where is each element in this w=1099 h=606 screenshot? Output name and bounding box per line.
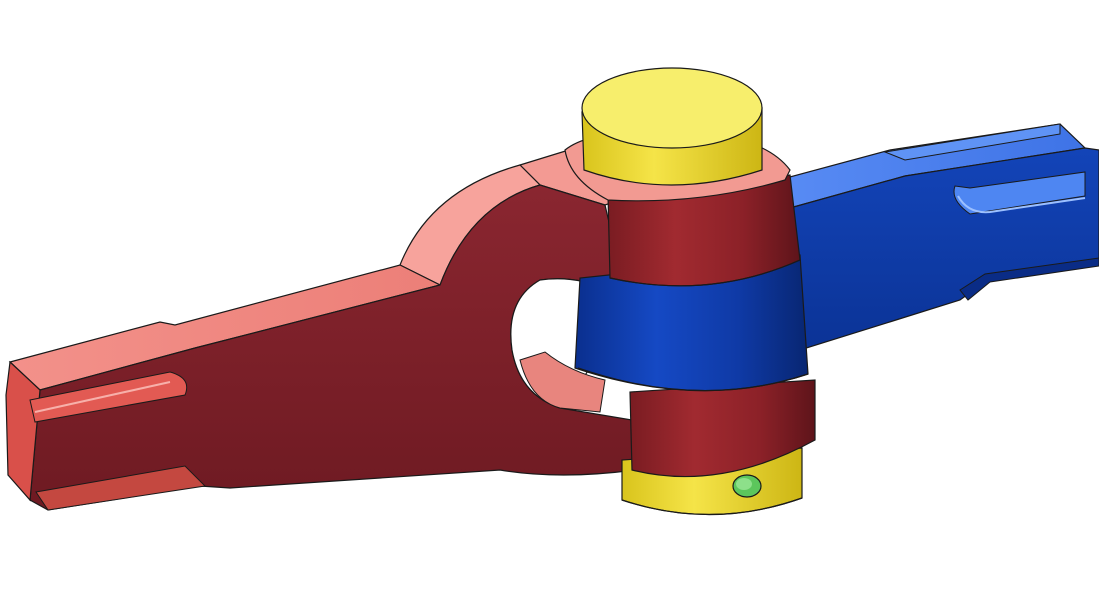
pin-assembly	[564, 67, 816, 516]
fork-part	[5, 139, 651, 511]
eye-rod-upper-step	[883, 123, 1061, 161]
pin-head-top	[581, 67, 763, 149]
taper-pin	[732, 474, 762, 498]
eye-part	[758, 123, 1099, 351]
fork-rod-bottom-step	[35, 465, 207, 511]
fork-rod-end-face	[5, 360, 41, 502]
fork-rod-keyway	[29, 371, 188, 423]
fork-slot-inner-face	[519, 351, 606, 413]
fork-keyway-highlight	[34, 381, 171, 413]
band-line-upper	[609, 259, 801, 287]
eye-rod-keyway	[953, 171, 1086, 215]
eye-rod-lower-step	[959, 257, 1099, 301]
band-line-lower	[577, 367, 809, 392]
knuckle-pin	[581, 67, 763, 186]
eye-keyway-highlight	[957, 195, 1086, 214]
fork-lower-boss	[629, 379, 816, 478]
